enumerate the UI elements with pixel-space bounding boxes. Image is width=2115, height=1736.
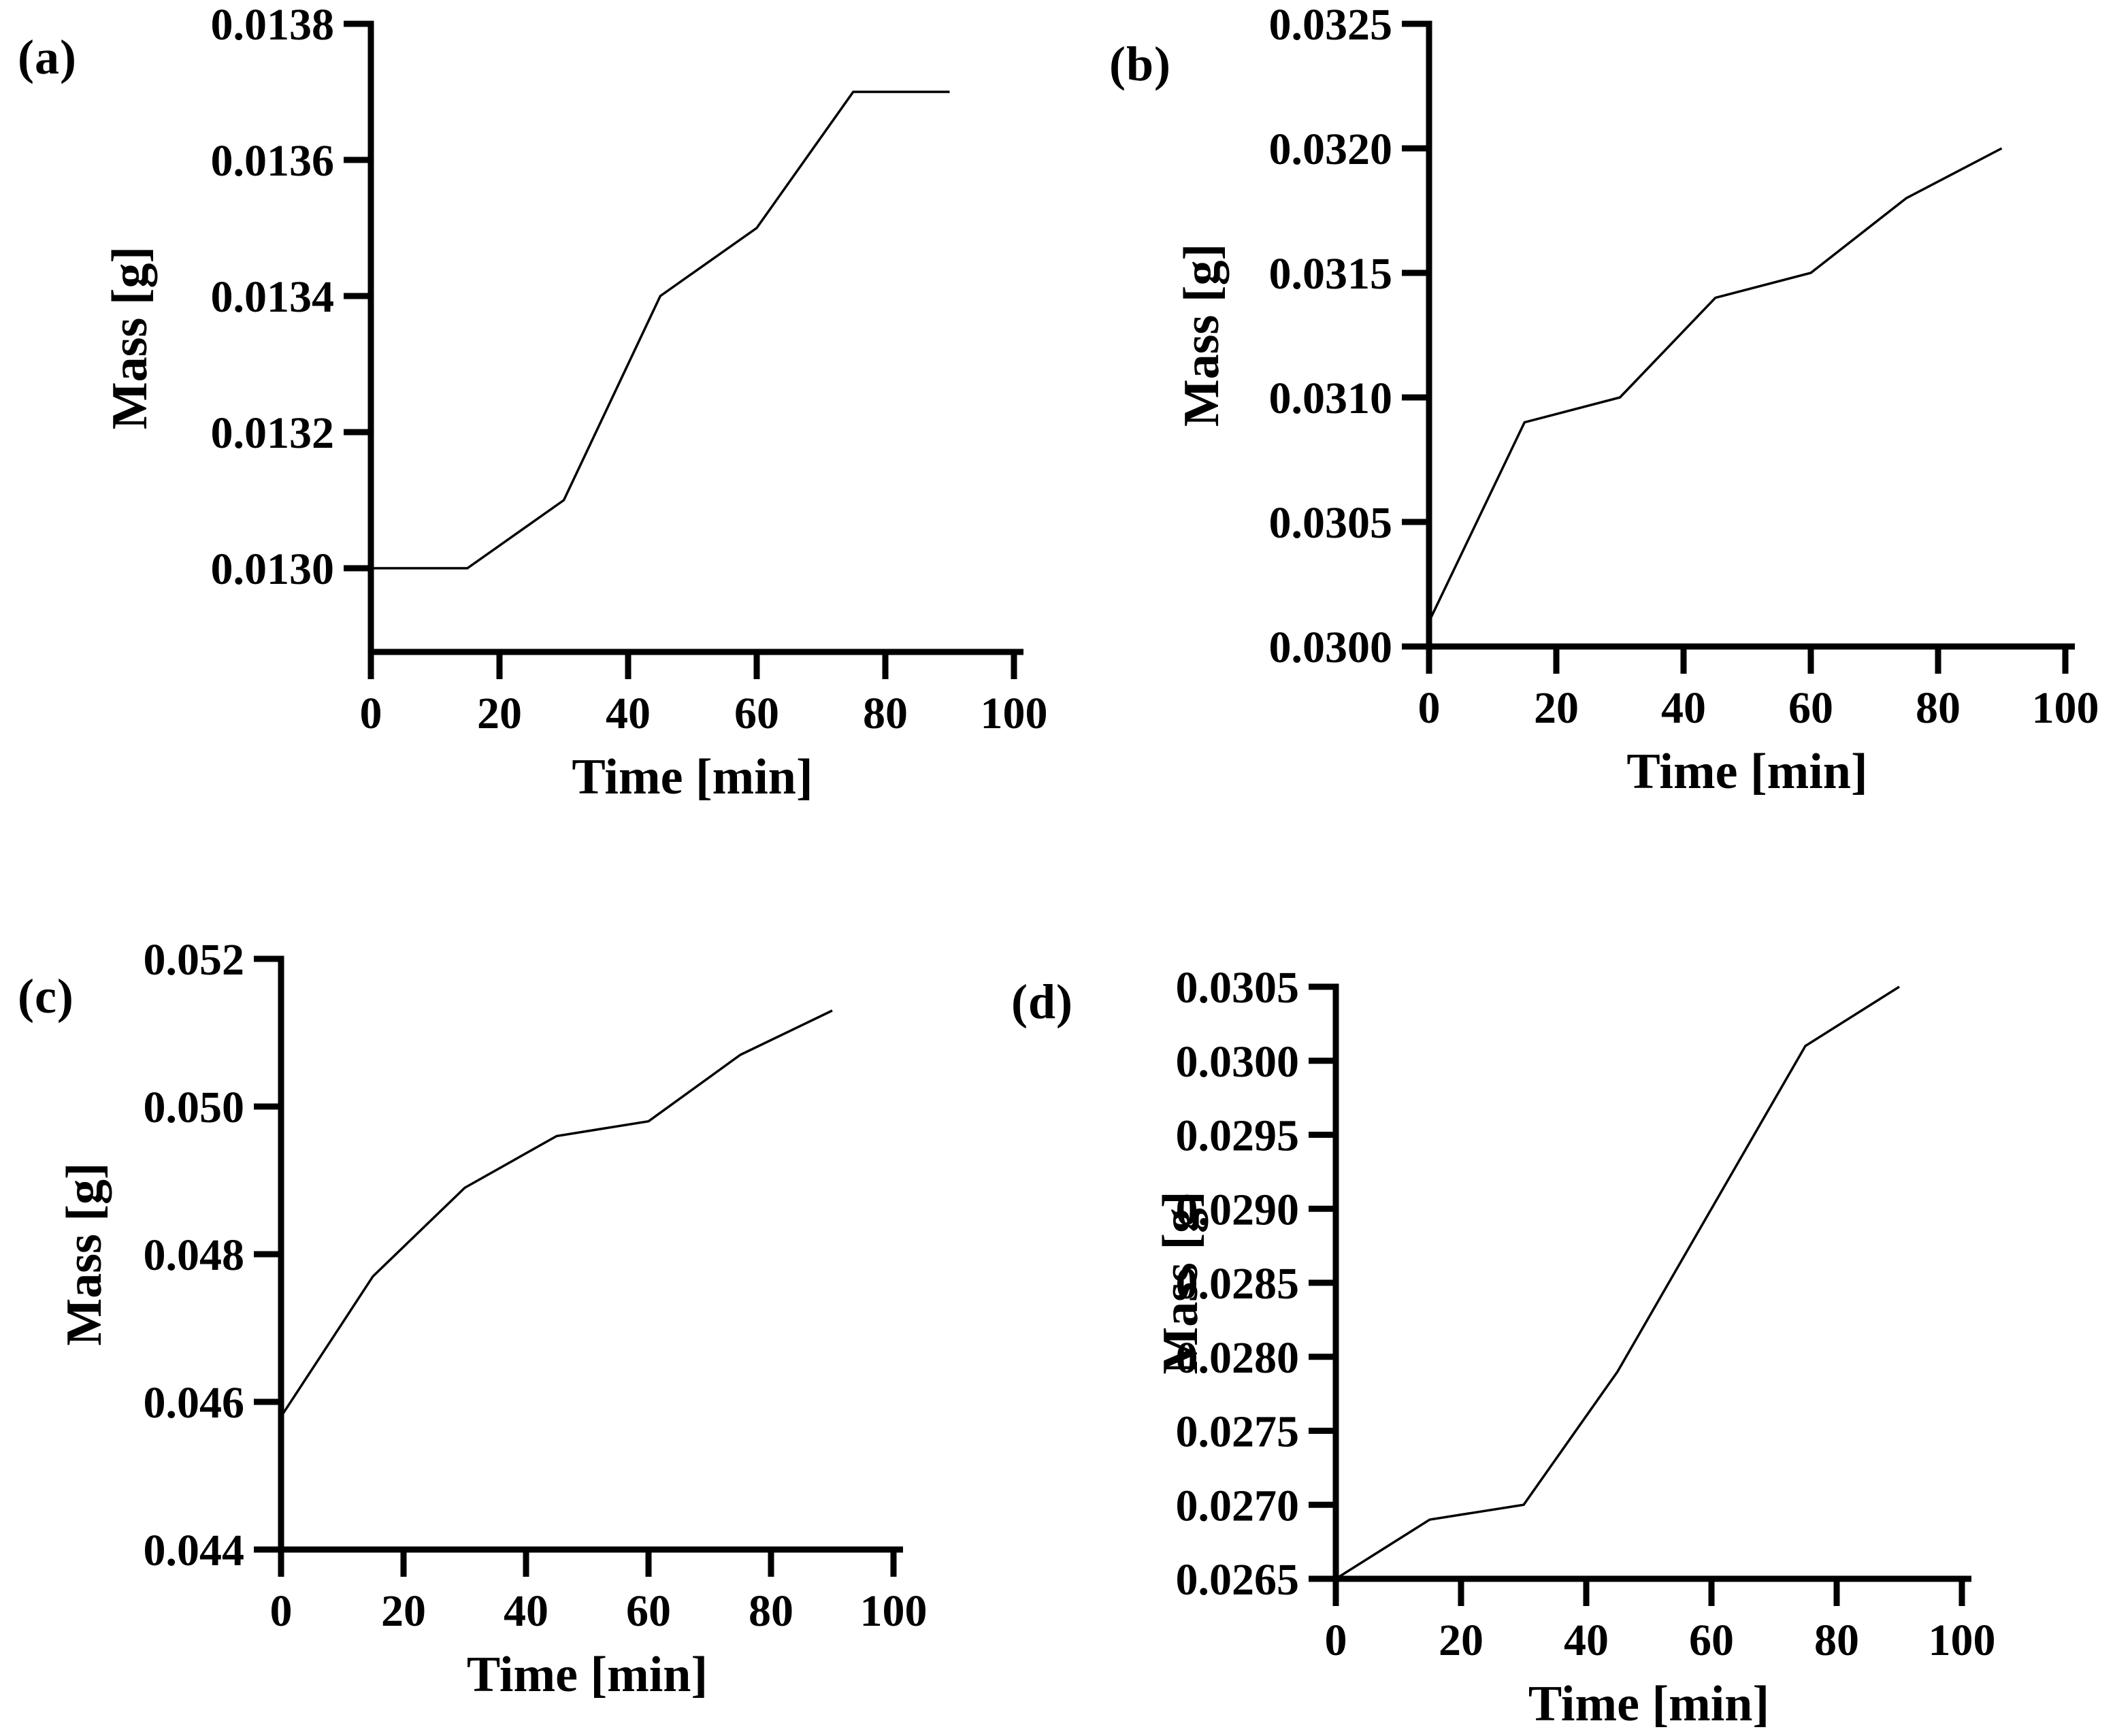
y-axis-title: Mass [g] — [1153, 1191, 1209, 1374]
chart-svg: 0.0138 0.0136 0.0134 0.0132 0.0130 0 20 40 60 80 1… — [102, 0, 1048, 805]
mass-data-line — [1335, 985, 1900, 1580]
y-tick-label: 0.0305 — [1176, 963, 1300, 1013]
x-tick-label: 60 — [626, 1586, 671, 1636]
y-tick-label: 0.046 — [144, 1378, 245, 1428]
x-axis-title: Time [min] — [1626, 744, 1867, 800]
y-axis-title: Mass [g] — [102, 246, 158, 429]
chart-panel-c: 0.052 0.050 0.048 0.046 0.044 0 20 40 60 80 100 Tim… — [0, 868, 1058, 1736]
y-tick-label: 0.0138 — [211, 0, 335, 50]
x-axis-title: Time [min] — [1528, 1676, 1769, 1732]
chart-panel-b: 0.0325 0.0320 0.0315 0.0310 0.0305 0.0300 0 20 4… — [1058, 0, 2115, 868]
y-tick-label: 0.0325 — [1269, 0, 1393, 50]
y-tick-label: 0.0300 — [1269, 623, 1393, 672]
mass-data-line — [280, 1009, 833, 1418]
y-tick-label: 0.0275 — [1176, 1407, 1300, 1457]
panel-b-label: (b) — [1109, 37, 1171, 91]
x-tick-label: 40 — [504, 1586, 548, 1636]
y-tick-label: 0.0280 — [1176, 1333, 1300, 1383]
x-tick-label: 80 — [749, 1586, 793, 1636]
x-tick-label: 40 — [606, 689, 651, 738]
y-tick-label: 0.0134 — [211, 272, 335, 322]
x-tick-label: 20 — [1534, 683, 1579, 733]
x-tick-label: 60 — [734, 689, 779, 738]
x-tick-label: 100 — [1929, 1616, 1996, 1665]
y-tick-label: 0.0265 — [1176, 1555, 1300, 1605]
x-tick-label: 0 — [1418, 683, 1441, 733]
mass-data-line — [1428, 147, 2003, 623]
y-tick-label: 0.050 — [144, 1083, 245, 1132]
x-tick-label: 80 — [863, 689, 908, 738]
y-tick-label: 0.0305 — [1269, 498, 1393, 548]
chart-svg: 0.0305 0.0300 0.0295 0.0290 0.0285 0.0280 0.02… — [1153, 963, 1996, 1732]
x-tick-label: 20 — [477, 689, 522, 738]
chart-svg: 0.0325 0.0320 0.0315 0.0310 0.0305 0.0300 0 20 4… — [1174, 0, 2099, 800]
y-tick-label: 0.0295 — [1176, 1111, 1300, 1161]
x-tick-label: 20 — [381, 1586, 426, 1636]
x-tick-label: 0 — [360, 689, 382, 738]
panel-d-label: (d) — [1011, 975, 1073, 1029]
chart-svg: 0.052 0.050 0.048 0.046 0.044 0 20 40 60 80 100 Tim… — [56, 935, 928, 1703]
y-tick-label: 0.0315 — [1269, 249, 1393, 299]
y-tick-label: 0.0136 — [211, 136, 335, 186]
y-tick-label: 0.0290 — [1176, 1185, 1300, 1234]
y-tick-label: 0.044 — [144, 1526, 245, 1575]
x-tick-label: 80 — [1916, 683, 1961, 733]
y-axis-title: Mass [g] — [1174, 244, 1230, 427]
y-tick-label: 0.0285 — [1176, 1259, 1300, 1309]
mass-data-line — [371, 91, 950, 570]
x-tick-label: 100 — [2032, 683, 2099, 733]
x-tick-label: 100 — [981, 689, 1048, 738]
x-tick-label: 60 — [1788, 683, 1833, 733]
x-tick-label: 80 — [1814, 1616, 1859, 1665]
y-tick-label: 0.0320 — [1269, 125, 1393, 174]
y-tick-label: 0.0130 — [211, 544, 335, 594]
chart-panel-a: 0.0138 0.0136 0.0134 0.0132 0.0130 0 20 40 60 80 1… — [0, 0, 1058, 868]
y-axis-title: Mass [g] — [56, 1162, 112, 1345]
y-tick-label: 0.0270 — [1176, 1481, 1300, 1530]
chart-panel-d: 0.0305 0.0300 0.0295 0.0290 0.0285 0.0280 0.02… — [1058, 868, 2115, 1736]
y-tick-label: 0.052 — [144, 935, 245, 985]
x-axis-title: Time [min] — [467, 1647, 708, 1703]
x-axis-title: Time [min] — [572, 749, 813, 805]
x-tick-label: 0 — [270, 1586, 293, 1636]
x-tick-label: 40 — [1661, 683, 1706, 733]
panel-a-label: (a) — [18, 30, 77, 84]
y-tick-label: 0.0310 — [1269, 374, 1393, 423]
x-tick-label: 0 — [1325, 1616, 1347, 1665]
x-tick-label: 20 — [1439, 1616, 1483, 1665]
y-tick-label: 0.0132 — [211, 408, 335, 458]
y-tick-label: 0.0300 — [1176, 1037, 1300, 1087]
panel-c-label: (c) — [18, 969, 74, 1023]
x-tick-label: 100 — [860, 1586, 928, 1636]
x-tick-label: 40 — [1564, 1616, 1609, 1665]
x-tick-label: 60 — [1689, 1616, 1734, 1665]
y-tick-label: 0.048 — [144, 1230, 245, 1280]
